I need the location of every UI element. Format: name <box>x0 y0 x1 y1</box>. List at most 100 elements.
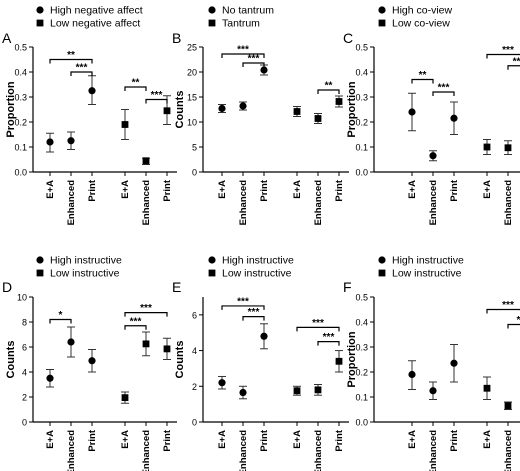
y-tick-label: 20 <box>187 68 197 78</box>
panel-letter: C <box>343 30 353 46</box>
significance-bracket <box>242 62 265 67</box>
data-point-square <box>163 107 171 115</box>
data-point-circle <box>46 374 54 382</box>
y-axis-label: Counts <box>174 341 186 379</box>
legend-label: High co-view <box>392 5 453 17</box>
x-tick-label: E+A <box>407 430 418 449</box>
legend-label: Low co-view <box>392 18 450 30</box>
legend-marker-circle <box>378 6 386 14</box>
x-tick-label: Enhanced <box>238 180 249 226</box>
y-tick-label: 0.1 <box>14 143 27 153</box>
y-tick-label: 0.0 <box>14 168 27 178</box>
data-point-square <box>121 121 129 128</box>
data-point-square <box>504 144 512 152</box>
data-point-circle <box>67 338 75 346</box>
y-tick-label: 10 <box>187 118 197 128</box>
x-tick-label: E+A <box>292 180 303 199</box>
panel-letter: F <box>343 279 352 295</box>
legend-label: High instructive <box>222 255 294 267</box>
y-tick-label: 0.3 <box>355 343 368 353</box>
legend-marker-circle <box>36 256 44 264</box>
panel-letter: E <box>172 279 181 295</box>
data-point-square <box>142 340 150 348</box>
data-point-circle <box>239 102 247 110</box>
y-axis-label: Proportion <box>346 81 358 137</box>
significance-bracket <box>49 58 93 64</box>
significance-bracket <box>411 78 434 84</box>
y-axis-label: Proportion <box>5 81 17 137</box>
significance-bracket <box>242 316 265 321</box>
legend-marker-square <box>208 269 216 277</box>
panel-letter: D <box>2 279 12 295</box>
data-point-square <box>293 108 301 115</box>
data-point-square <box>335 98 343 105</box>
data-point-circle <box>88 357 96 365</box>
data-point-circle <box>260 332 268 340</box>
y-tick-label: 2 <box>192 382 197 392</box>
x-tick-label: Enhanced <box>66 180 77 226</box>
x-tick-label: Print <box>334 429 345 451</box>
significance-label: *** <box>513 56 520 67</box>
data-point-circle <box>450 359 458 367</box>
significance-label: *** <box>502 300 514 311</box>
data-point-square <box>483 143 491 151</box>
data-point-circle <box>46 138 54 146</box>
x-tick-label: Enhanced <box>428 430 439 471</box>
significance-label: *** <box>323 332 335 343</box>
x-tick-label: E+A <box>45 180 56 199</box>
x-tick-label: E+A <box>217 180 228 199</box>
y-tick-label: 0.3 <box>14 93 27 103</box>
legend-label: High instructive <box>392 255 464 267</box>
y-tick-label: 8 <box>22 318 27 328</box>
data-point-square <box>483 384 491 392</box>
significance-bracket <box>49 318 72 324</box>
data-point-square <box>335 357 343 365</box>
y-tick-label: 0.4 <box>355 318 368 328</box>
y-tick-label: 0.3 <box>355 93 368 103</box>
y-tick-label: 2 <box>22 393 27 403</box>
legend-label: Tantrum <box>222 18 260 30</box>
panel-d: D Counts 0 2 4 6 8 10 E+A Enhanced Print E+A Enhance… <box>2 255 177 471</box>
x-tick-label: Enhanced <box>503 180 514 226</box>
significance-label: *** <box>248 54 260 65</box>
panel-e: E Counts 0 2 4 6 E+A Enhanced Print E+A Enhanced Pr… <box>172 255 349 471</box>
significance-label: *** <box>312 318 324 329</box>
data-point-circle <box>239 388 247 397</box>
data-point-circle <box>67 137 75 145</box>
legend-marker-circle <box>208 256 216 264</box>
x-tick-label: Enhanced <box>313 180 324 226</box>
x-tick-label: Enhanced <box>238 430 249 471</box>
significance-bracket <box>296 326 340 332</box>
x-tick-label: E+A <box>120 180 131 199</box>
significance-bracket <box>145 98 168 104</box>
data-point-circle <box>429 152 437 160</box>
legend-marker-square <box>378 19 386 27</box>
significance-label: *** <box>140 303 152 314</box>
x-tick-label: Enhanced <box>503 430 514 471</box>
data-point-circle <box>218 379 226 387</box>
y-axis-label: Counts <box>5 341 17 379</box>
significance-bracket <box>221 53 265 58</box>
data-point-square <box>293 387 301 395</box>
x-tick-label: Enhanced <box>428 180 439 226</box>
y-tick-label: 0 <box>22 418 27 428</box>
significance-bracket <box>317 341 340 346</box>
y-tick-label: 0.2 <box>355 368 368 378</box>
significance-label: ** <box>325 81 333 92</box>
significance-label: *** <box>151 90 163 101</box>
data-point-circle <box>260 66 268 74</box>
x-tick-label: Enhanced <box>313 430 324 471</box>
legend-marker-square <box>36 19 44 27</box>
significance-bracket <box>70 71 93 76</box>
y-tick-label: 6 <box>192 310 197 320</box>
y-tick-label: 0.1 <box>355 393 368 403</box>
x-tick-label: Print <box>334 179 345 201</box>
y-tick-label: 25 <box>187 43 197 53</box>
x-tick-label: Enhanced <box>66 430 77 471</box>
legend-label: Low instructive <box>50 268 120 280</box>
significance-bracket <box>486 308 520 314</box>
legend-marker-square <box>36 269 44 277</box>
x-tick-label: E+A <box>217 430 228 449</box>
data-point-square <box>314 386 322 394</box>
data-point-square <box>163 345 171 353</box>
